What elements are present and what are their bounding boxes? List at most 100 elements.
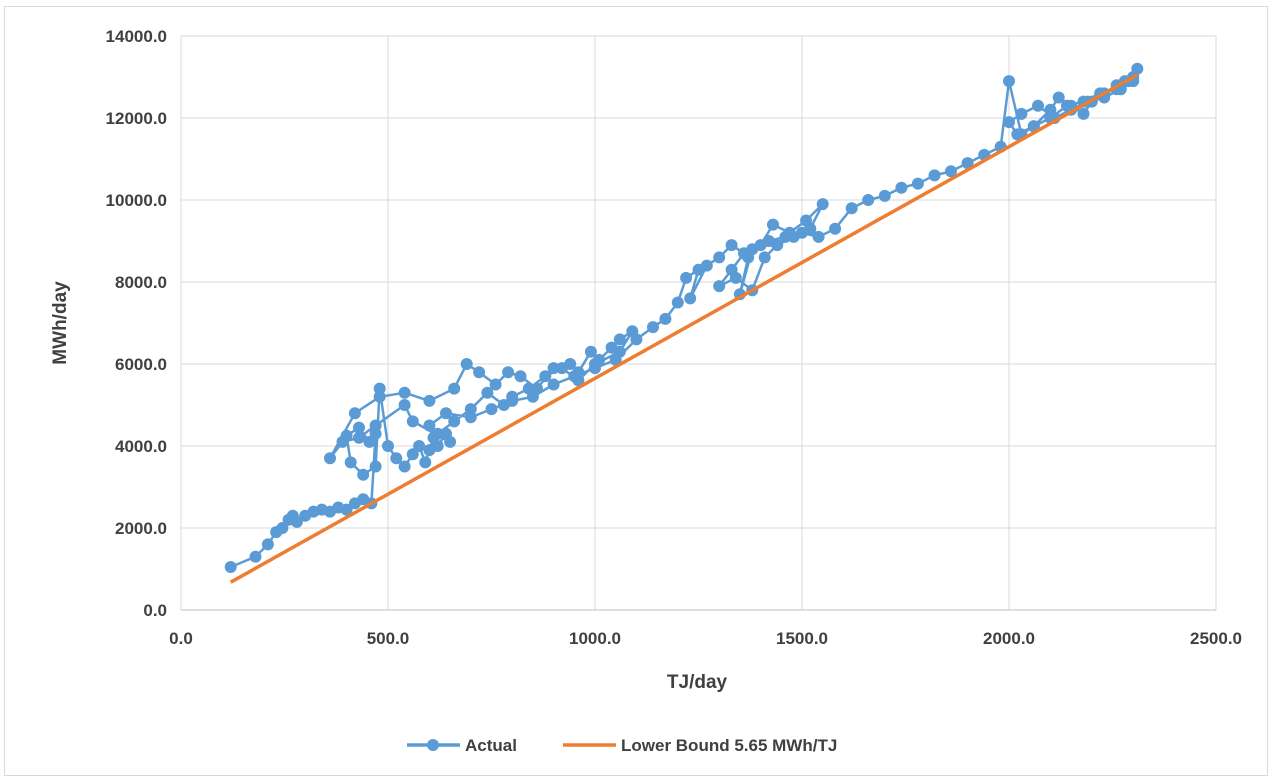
data-point — [353, 431, 365, 444]
data-point — [547, 362, 560, 375]
data-point — [276, 522, 289, 534]
data-point — [767, 218, 779, 231]
legend-lower-bound-label: Lower Bound 5.65 MWh/TJ — [621, 736, 837, 755]
data-point — [700, 259, 713, 272]
data-point — [485, 403, 498, 416]
data-point — [373, 390, 386, 403]
data-point — [725, 239, 738, 252]
data-point — [680, 271, 693, 284]
data-point — [406, 448, 419, 461]
x-tick-label: 1000.0 — [569, 629, 621, 648]
data-point — [684, 292, 697, 305]
y-tick-label: 0.0 — [143, 601, 167, 620]
legend-actual-label: Actual — [465, 736, 517, 755]
x-tick-label: 0.0 — [169, 629, 193, 648]
data-point — [589, 362, 601, 375]
data-point — [363, 435, 376, 448]
data-point — [1131, 62, 1144, 75]
data-point — [547, 378, 560, 391]
data-point — [348, 407, 361, 420]
tick-labels: 0.0 2000.0 4000.0 6000.0 8000.0 10000.0 12000.… — [106, 27, 1242, 648]
x-tick-label: 500.0 — [367, 629, 410, 648]
data-point — [290, 515, 303, 528]
data-point — [659, 312, 672, 325]
axes — [180, 36, 1216, 611]
data-point — [431, 440, 444, 452]
legend-item-lower-bound: Lower Bound 5.65 MWh/TJ — [563, 736, 837, 755]
y-tick-label: 12000.0 — [106, 109, 167, 128]
data-point — [224, 561, 237, 573]
data-point — [249, 550, 262, 563]
data-point — [555, 362, 568, 375]
data-point — [481, 386, 494, 399]
chart-frame — [4, 6, 1268, 776]
data-point — [729, 271, 742, 284]
data-point — [584, 345, 597, 358]
data-point — [613, 333, 626, 346]
data-point — [514, 370, 527, 383]
data-point — [506, 394, 519, 407]
y-tick-label: 10000.0 — [106, 191, 167, 210]
data-point — [344, 456, 357, 469]
data-point — [630, 333, 643, 346]
series-layer — [224, 62, 1144, 584]
data-point — [440, 407, 452, 420]
data-point — [1003, 75, 1015, 88]
data-point — [398, 386, 411, 399]
data-point — [444, 435, 457, 448]
data-point — [473, 366, 486, 379]
data-point — [398, 460, 411, 473]
data-point — [862, 194, 875, 206]
legend-item-actual: Actual — [407, 736, 517, 755]
data-point — [762, 235, 775, 247]
data-point — [568, 370, 581, 383]
data-point — [945, 165, 957, 178]
x-tick-label: 1500.0 — [776, 629, 828, 648]
x-tick-label: 2500.0 — [1190, 629, 1242, 648]
data-point — [502, 366, 515, 379]
data-point — [460, 358, 473, 370]
data-point — [431, 427, 444, 440]
data-point — [489, 378, 502, 391]
x-axis-title: TJ/day — [667, 672, 728, 693]
y-tick-label: 2000.0 — [115, 519, 167, 538]
data-point — [448, 415, 461, 428]
legend: Actual Lower Bound 5.65 MWh/TJ — [407, 736, 837, 755]
data-point — [845, 202, 858, 215]
data-point — [713, 251, 726, 264]
data-point — [526, 390, 539, 403]
series-lower-bound-5-65-mwh-tj — [229, 73, 1139, 584]
data-point — [369, 460, 382, 473]
data-point — [464, 403, 477, 416]
legend-actual-marker — [427, 739, 439, 751]
data-point — [713, 280, 726, 293]
data-point — [324, 452, 336, 465]
y-tick-label: 8000.0 — [115, 273, 167, 292]
data-point — [671, 296, 684, 309]
data-point — [961, 157, 974, 170]
data-point — [413, 440, 426, 452]
data-point — [779, 230, 792, 243]
y-tick-label: 6000.0 — [115, 355, 167, 374]
data-point — [373, 382, 386, 395]
series-line-lower-bound-5-65-mwh-tj — [229, 73, 1139, 584]
data-point — [390, 452, 403, 465]
data-point — [357, 468, 370, 481]
data-point — [353, 421, 365, 434]
data-point — [382, 440, 394, 452]
data-point — [340, 503, 353, 516]
data-point — [647, 321, 659, 334]
data-point — [609, 353, 622, 366]
data-point — [1015, 107, 1028, 120]
data-point — [1077, 107, 1090, 120]
data-point — [895, 181, 908, 194]
data-point — [1003, 116, 1015, 129]
data-point — [911, 177, 924, 190]
data-point — [829, 222, 842, 235]
data-point — [398, 399, 411, 411]
data-point — [758, 251, 771, 264]
data-point — [369, 419, 382, 432]
data-point — [878, 189, 891, 202]
data-point — [419, 456, 432, 469]
